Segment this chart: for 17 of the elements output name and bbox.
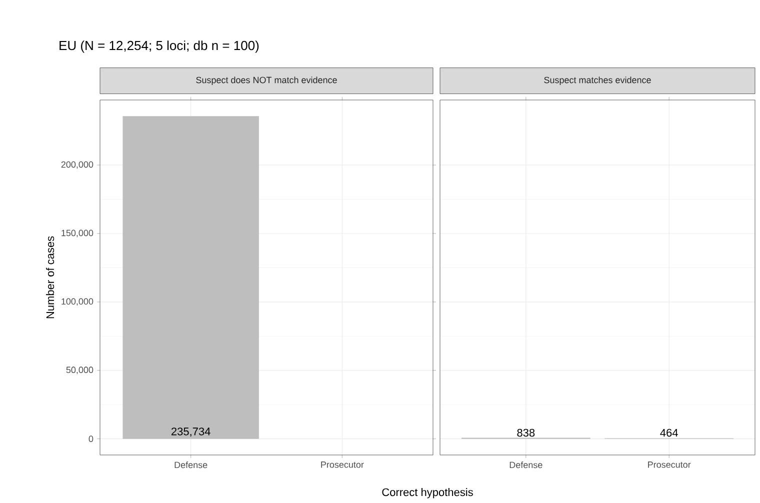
data-label: 838 <box>517 428 535 437</box>
y-axis-title: Number of cases <box>46 236 54 318</box>
x-tick-label: Defense <box>174 462 208 468</box>
x-tick-label: Prosecutor <box>648 462 691 468</box>
chart-title: EU (N = 12,254; 5 loci; db n = 100) <box>60 40 259 53</box>
y-tick-label: 50,000 <box>66 366 94 374</box>
chart-subtitle: Suspect matches evidence <box>544 76 651 85</box>
y-tick-label: 0 <box>88 436 94 442</box>
x-tick-label: Defense <box>510 462 542 468</box>
x-tick-label: Prosecutor <box>321 462 364 468</box>
y-tick-label: 200,000 <box>61 161 94 169</box>
chart-subtitle: Suspect does NOT match evidence <box>196 76 337 85</box>
y-tick-label: 100,000 <box>62 298 94 306</box>
data-label: 235,734 <box>171 428 210 437</box>
data-label: 464 <box>660 428 678 437</box>
x-axis-title: Correct hypothesis <box>382 488 473 498</box>
y-tick-label: 150,000 <box>62 230 94 238</box>
